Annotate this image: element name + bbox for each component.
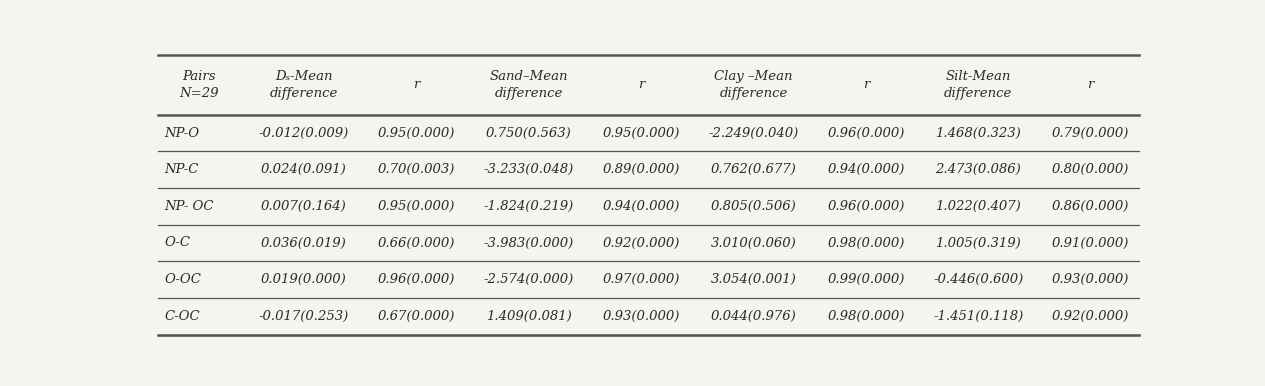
Text: 0.750(0.563): 0.750(0.563) (486, 127, 572, 139)
Text: 0.96(0.000): 0.96(0.000) (827, 200, 904, 213)
Text: 0.93(0.000): 0.93(0.000) (602, 310, 679, 323)
Text: 0.89(0.000): 0.89(0.000) (602, 163, 679, 176)
Text: -2.574(0.000): -2.574(0.000) (483, 273, 574, 286)
Text: Clay –Mean: Clay –Mean (715, 70, 793, 83)
Text: 0.91(0.000): 0.91(0.000) (1052, 237, 1130, 249)
Text: 0.99(0.000): 0.99(0.000) (827, 273, 904, 286)
Text: 0.98(0.000): 0.98(0.000) (827, 237, 904, 249)
Text: difference: difference (495, 87, 563, 100)
Text: 0.036(0.019): 0.036(0.019) (261, 237, 347, 249)
Text: 0.79(0.000): 0.79(0.000) (1052, 127, 1130, 139)
Text: Sand–Mean: Sand–Mean (490, 70, 568, 83)
Text: 0.96(0.000): 0.96(0.000) (377, 273, 455, 286)
Text: 0.94(0.000): 0.94(0.000) (602, 200, 679, 213)
Text: 0.762(0.677): 0.762(0.677) (711, 163, 796, 176)
Text: 0.024(0.091): 0.024(0.091) (261, 163, 347, 176)
Text: 0.96(0.000): 0.96(0.000) (827, 127, 904, 139)
Text: 0.66(0.000): 0.66(0.000) (377, 237, 455, 249)
Text: -0.012(0.009): -0.012(0.009) (258, 127, 349, 139)
Text: 0.95(0.000): 0.95(0.000) (377, 127, 455, 139)
Text: C-OC: C-OC (164, 310, 200, 323)
Text: 0.98(0.000): 0.98(0.000) (827, 310, 904, 323)
Text: Dₛ-Mean: Dₛ-Mean (275, 70, 333, 83)
Text: -0.017(0.253): -0.017(0.253) (258, 310, 349, 323)
Text: 1.468(0.323): 1.468(0.323) (935, 127, 1021, 139)
Text: r: r (638, 78, 644, 91)
Text: O-OC: O-OC (164, 273, 201, 286)
Text: 0.80(0.000): 0.80(0.000) (1052, 163, 1130, 176)
Text: 0.92(0.000): 0.92(0.000) (602, 237, 679, 249)
Text: 0.044(0.976): 0.044(0.976) (711, 310, 796, 323)
Text: Pairs: Pairs (182, 70, 215, 83)
Text: r: r (1088, 78, 1094, 91)
Text: difference: difference (944, 87, 1012, 100)
Text: 1.005(0.319): 1.005(0.319) (935, 237, 1021, 249)
Text: 3.010(0.060): 3.010(0.060) (711, 237, 796, 249)
Text: 0.805(0.506): 0.805(0.506) (711, 200, 796, 213)
Text: r: r (412, 78, 419, 91)
Text: N=29: N=29 (178, 87, 219, 100)
Text: 1.409(0.081): 1.409(0.081) (486, 310, 572, 323)
Text: 0.007(0.164): 0.007(0.164) (261, 200, 347, 213)
Text: 0.95(0.000): 0.95(0.000) (377, 200, 455, 213)
Text: 1.022(0.407): 1.022(0.407) (935, 200, 1021, 213)
Text: NP- OC: NP- OC (164, 200, 214, 213)
Text: 0.70(0.003): 0.70(0.003) (377, 163, 455, 176)
Text: 0.019(0.000): 0.019(0.000) (261, 273, 347, 286)
Text: r: r (863, 78, 869, 91)
Text: -3.983(0.000): -3.983(0.000) (483, 237, 574, 249)
Text: 0.92(0.000): 0.92(0.000) (1052, 310, 1130, 323)
Text: 0.93(0.000): 0.93(0.000) (1052, 273, 1130, 286)
Text: 0.86(0.000): 0.86(0.000) (1052, 200, 1130, 213)
Text: 3.054(0.001): 3.054(0.001) (711, 273, 796, 286)
Text: 0.67(0.000): 0.67(0.000) (377, 310, 455, 323)
Text: 0.94(0.000): 0.94(0.000) (827, 163, 904, 176)
Text: 0.97(0.000): 0.97(0.000) (602, 273, 679, 286)
Text: -1.451(0.118): -1.451(0.118) (934, 310, 1023, 323)
Text: O-C: O-C (164, 237, 190, 249)
Text: NP-C: NP-C (164, 163, 199, 176)
Text: -3.233(0.048): -3.233(0.048) (483, 163, 574, 176)
Text: 0.95(0.000): 0.95(0.000) (602, 127, 679, 139)
Text: difference: difference (720, 87, 788, 100)
Text: 2.473(0.086): 2.473(0.086) (935, 163, 1021, 176)
Text: -1.824(0.219): -1.824(0.219) (483, 200, 574, 213)
Text: difference: difference (269, 87, 338, 100)
Text: -2.249(0.040): -2.249(0.040) (708, 127, 798, 139)
Text: -0.446(0.600): -0.446(0.600) (934, 273, 1023, 286)
Text: NP-O: NP-O (164, 127, 199, 139)
Text: Silt-Mean: Silt-Mean (946, 70, 1011, 83)
